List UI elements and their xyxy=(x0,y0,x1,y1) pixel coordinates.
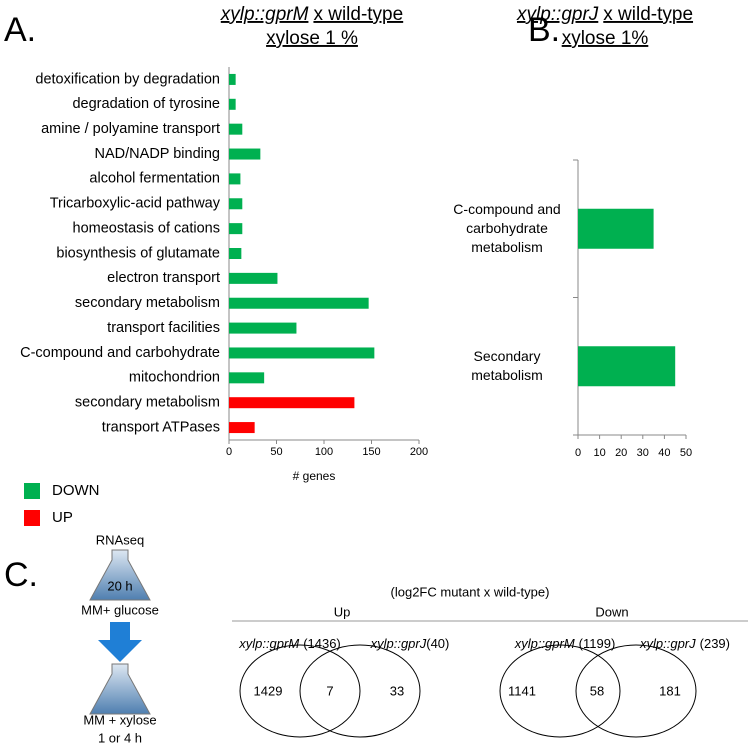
title-rest: x wild-type xyxy=(313,4,403,25)
flask-diagram: RNAseq 20 h MM+ glucose MM + xylose 1 or… xyxy=(81,532,159,745)
venn-header: (log2FC mutant x wild-type) xyxy=(391,584,550,599)
legend-label: UP xyxy=(52,509,73,526)
y-tick-label: degradation of tyrosine xyxy=(72,96,220,112)
venn-set-label: xylp::gprJ(40) xyxy=(370,636,450,651)
venn-count: 1141 xyxy=(508,683,536,698)
y-tick-label: secondary metabolism xyxy=(75,295,220,311)
title-italic: xylp::gprJ xyxy=(516,4,599,25)
bar xyxy=(229,347,375,359)
y-tick-label: amine / polyamine transport xyxy=(41,121,220,137)
time-label: 1 or 4 h xyxy=(98,730,142,745)
y-tick-label: alcohol fermentation xyxy=(89,171,220,187)
panel-label: B. xyxy=(528,11,560,49)
bar xyxy=(229,297,369,309)
y-tick-label: biosynthesis of glutamate xyxy=(56,245,220,261)
y-tick-label: mitochondrion xyxy=(129,370,220,386)
venn-circle xyxy=(299,644,421,738)
bar xyxy=(229,198,243,210)
venn-group-title: Down xyxy=(595,604,628,619)
flask xyxy=(89,663,151,715)
bar xyxy=(229,73,236,85)
venn-circle xyxy=(575,644,697,738)
chart-subtitle: xylose 1% xyxy=(562,28,649,49)
legend-swatch xyxy=(24,483,40,499)
x-axis-label: # genes xyxy=(293,469,336,483)
bar xyxy=(578,346,676,387)
y-tick-label: detoxification by degradation xyxy=(35,71,220,87)
venn-count: 1429 xyxy=(254,683,283,698)
arrow xyxy=(98,622,142,662)
x-tick-label: 0 xyxy=(226,446,232,458)
x-tick-label: 100 xyxy=(315,446,333,458)
bar xyxy=(229,397,355,409)
set-count: (1199) xyxy=(579,636,616,651)
x-tick-label: 30 xyxy=(637,447,649,459)
legend-swatch xyxy=(24,510,40,526)
y-tick-label: homeostasis of cations xyxy=(73,220,221,236)
set-name: xylp::gprM xyxy=(238,636,299,651)
time-label: 20 h xyxy=(107,578,132,593)
bar xyxy=(229,223,243,235)
x-tick-label: 200 xyxy=(410,446,428,458)
y-tick-label: Tricarboxylic-acid pathway xyxy=(50,196,221,212)
x-tick-label: 10 xyxy=(593,447,605,459)
chart-title: xylp::gprM x wild-type xyxy=(220,4,403,25)
set-name: xylp::gprJ xyxy=(639,636,696,651)
venn-set-label: xylp::gprJ (239) xyxy=(639,636,730,651)
bar xyxy=(229,422,255,434)
y-tick-label: secondary metabolism xyxy=(75,395,220,411)
title-rest: x wild-type xyxy=(603,4,693,25)
y-tick-label: transport ATPases xyxy=(102,419,220,435)
x-tick-label: 0 xyxy=(575,447,581,459)
y-tick-label: electron transport xyxy=(107,270,220,286)
venn-count: 33 xyxy=(390,683,404,698)
bar xyxy=(229,123,243,135)
venn-circle xyxy=(499,644,621,738)
bar xyxy=(229,322,297,334)
chart-title: xylp::gprJ x wild-type xyxy=(516,4,693,25)
chart-subtitle: xylose 1 % xyxy=(266,28,358,49)
x-tick-label: 20 xyxy=(615,447,627,459)
x-tick-label: 150 xyxy=(362,446,380,458)
y-tick-label: NAD/NADP binding xyxy=(95,146,220,162)
set-count: (239) xyxy=(700,636,730,651)
set-count: (40) xyxy=(426,636,449,651)
x-tick-label: 50 xyxy=(680,447,692,459)
bar xyxy=(229,148,261,160)
y-tick-label: C-compound and carbohydrate metabolism xyxy=(453,200,560,254)
set-count: (1436) xyxy=(303,636,341,651)
title-italic: xylp::gprM xyxy=(220,4,309,25)
step-label: RNAseq xyxy=(96,532,144,547)
y-tick-label: Secondary metabolism xyxy=(471,347,543,382)
venn-count: 58 xyxy=(590,683,604,698)
bar xyxy=(229,173,241,185)
legend-label: DOWN xyxy=(52,482,100,499)
venn-circle xyxy=(239,644,361,738)
bar xyxy=(229,272,278,284)
y-tick-label: transport facilities xyxy=(107,320,220,336)
venn-count: 181 xyxy=(659,683,681,698)
medium-label: MM+ glucose xyxy=(81,602,159,617)
x-tick-label: 40 xyxy=(658,447,670,459)
set-name: xylp::gprJ xyxy=(370,636,427,651)
bar xyxy=(229,248,242,259)
flask xyxy=(89,549,151,601)
set-name: xylp::gprM xyxy=(514,636,575,651)
bar xyxy=(229,372,265,384)
panel-label: C. xyxy=(4,556,38,594)
x-tick-label: 50 xyxy=(270,446,282,458)
panel-label: A. xyxy=(4,11,36,49)
y-tick-label: C-compound and carbohydrate xyxy=(20,345,220,361)
medium-label: MM + xylose xyxy=(83,712,156,727)
venn-set-label: xylp::gprM (1199) xyxy=(514,636,616,651)
venn-group-title: Up xyxy=(334,604,351,619)
bar xyxy=(229,98,236,110)
venn-count: 7 xyxy=(326,683,333,698)
bar xyxy=(578,208,654,249)
venn-set-label: xylp::gprM (1436) xyxy=(238,636,341,651)
